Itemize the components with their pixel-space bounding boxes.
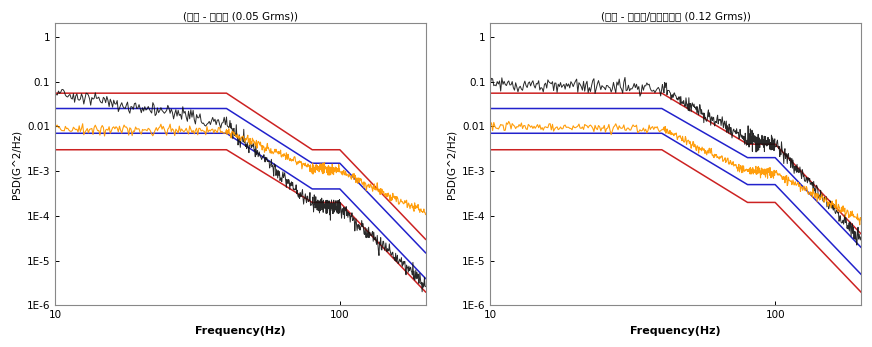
Title: (사과 - 에어백/골판지상자 (0.12 Grms)): (사과 - 에어백/골판지상자 (0.12 Grms)) xyxy=(601,11,751,21)
Title: (사과 - 에어백 (0.05 Grms)): (사과 - 에어백 (0.05 Grms)) xyxy=(183,11,298,21)
X-axis label: Frequency(Hz): Frequency(Hz) xyxy=(630,326,721,336)
Y-axis label: PSD(G^2/Hz): PSD(G^2/Hz) xyxy=(446,130,456,199)
X-axis label: Frequency(Hz): Frequency(Hz) xyxy=(195,326,286,336)
Y-axis label: PSD(G^2/Hz): PSD(G^2/Hz) xyxy=(11,130,21,199)
